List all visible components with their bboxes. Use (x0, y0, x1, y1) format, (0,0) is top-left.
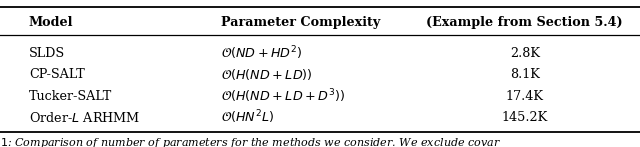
Text: 8.1K: 8.1K (510, 69, 540, 81)
Text: Order-$L$ ARHMM: Order-$L$ ARHMM (29, 111, 140, 125)
Text: $\mathcal{O}(HN^2L)$: $\mathcal{O}(HN^2L)$ (221, 109, 274, 126)
Text: 145.2K: 145.2K (502, 111, 548, 124)
Text: SLDS: SLDS (29, 47, 65, 60)
Text: $\mathcal{O}(ND + HD^2)$: $\mathcal{O}(ND + HD^2)$ (221, 45, 302, 62)
Text: CP-SALT: CP-SALT (29, 69, 84, 81)
Text: $\mathcal{O}(H(ND + LD))$: $\mathcal{O}(H(ND + LD))$ (221, 67, 312, 82)
Text: Model: Model (29, 16, 74, 29)
Text: Tucker-SALT: Tucker-SALT (29, 90, 112, 103)
Text: Parameter Complexity: Parameter Complexity (221, 16, 380, 29)
Text: $\mathcal{O}(H(ND + LD + D^3))$: $\mathcal{O}(H(ND + LD + D^3))$ (221, 87, 345, 105)
Text: 2.8K: 2.8K (510, 47, 540, 60)
Text: (Example from Section 5.4): (Example from Section 5.4) (426, 16, 623, 29)
Text: $\mathit{1}$: Comparison of number of parameters for the methods we consider. We: $\mathit{1}$: Comparison of number of pa… (0, 136, 501, 147)
Text: 17.4K: 17.4K (506, 90, 544, 103)
